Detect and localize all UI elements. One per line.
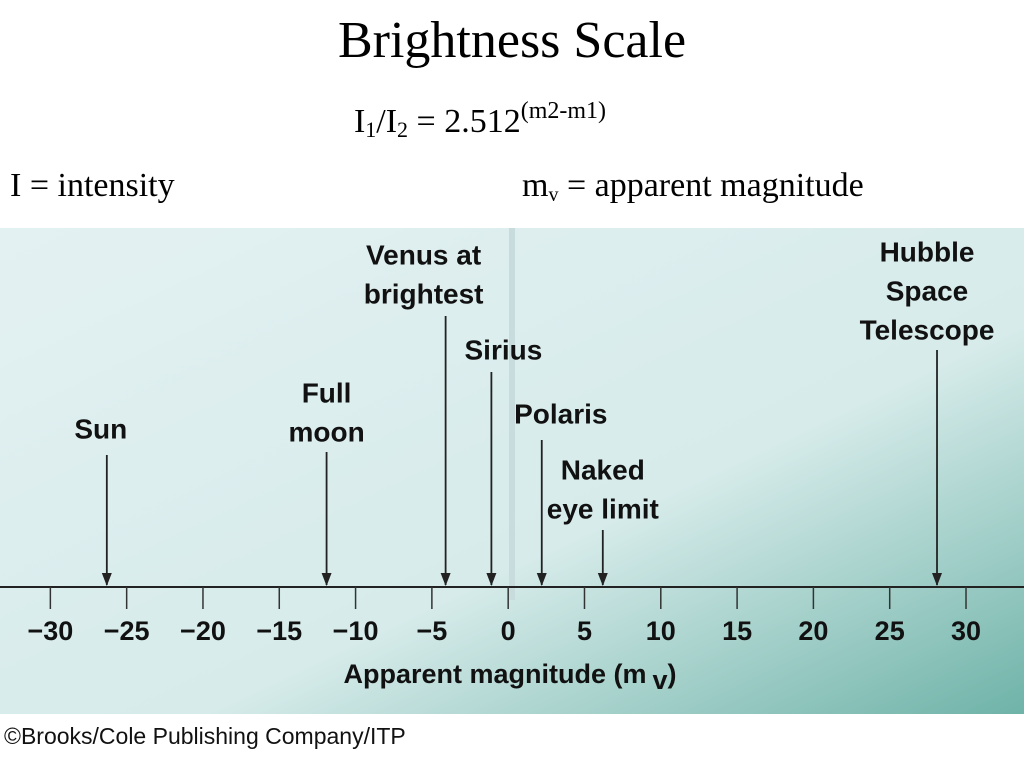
axis-label-part: ) — [668, 659, 677, 689]
number-line: −30 −25 −20 −15 −10 −5 0 5 10 15 20 25 30 Apparent ma… — [0, 236, 1024, 695]
arrowhead — [440, 573, 451, 586]
marker-label: Space — [886, 275, 969, 306]
marker-label: Sun — [74, 413, 127, 444]
marker-label: Venus at — [366, 239, 481, 270]
credit: ©Brooks/Cole Publishing Company/ITP — [4, 723, 406, 749]
arrowhead — [597, 573, 608, 586]
definition: mv = apparent magnitude — [522, 167, 864, 206]
arrowhead — [321, 573, 332, 586]
x-tick-label: 15 — [722, 616, 752, 646]
arrowhead — [932, 573, 943, 586]
formula-sub: 1 — [365, 117, 376, 142]
x-tick-label: −30 — [27, 616, 73, 646]
axis-label-part: Apparent magnitude (m — [343, 659, 646, 689]
marker-label: brightest — [364, 278, 484, 309]
axis-label-part: v — [652, 665, 667, 695]
marker-label: Polaris — [514, 398, 607, 429]
axis-label: Apparent magnitude (m v) — [343, 659, 676, 695]
x-tick-label: −15 — [256, 616, 302, 646]
formula-part: /I — [376, 103, 397, 140]
x-tick-label: −20 — [180, 616, 226, 646]
marker-label: eye limit — [547, 493, 659, 524]
formula-sup: (m2-m1) — [521, 98, 606, 124]
x-tick-label: 10 — [646, 616, 676, 646]
formula-part: = 2.512 — [408, 103, 521, 140]
arrowhead — [536, 573, 547, 586]
formula-part: I — [354, 103, 365, 140]
arrowhead — [486, 573, 497, 586]
definition-part: m — [522, 167, 548, 204]
definition-part: = apparent magnitude — [558, 167, 863, 204]
marker-label: Sirius — [464, 334, 542, 365]
marker-label: Full — [302, 377, 352, 408]
x-tick-label: 30 — [951, 616, 981, 646]
x-tick-label: 25 — [875, 616, 905, 646]
marker-label: moon — [288, 416, 364, 447]
x-tick-label: −25 — [104, 616, 150, 646]
definition: I = intensity — [10, 167, 175, 204]
definition-sub: v — [548, 184, 558, 206]
x-tick-label: −10 — [333, 616, 379, 646]
x-tick-label: 5 — [577, 616, 592, 646]
marker-label: Telescope — [860, 314, 995, 345]
arrowhead — [101, 573, 112, 586]
marker-label: Naked — [561, 454, 645, 485]
x-tick-label: 20 — [798, 616, 828, 646]
formula: I1/I2 = 2.512(m2-m1) — [354, 98, 606, 143]
x-tick-label: −5 — [416, 616, 447, 646]
formula-sub: 2 — [397, 117, 408, 142]
marker-label: Hubble — [880, 236, 975, 267]
title: Brightness Scale — [338, 12, 686, 69]
x-tick-label: 0 — [501, 616, 516, 646]
